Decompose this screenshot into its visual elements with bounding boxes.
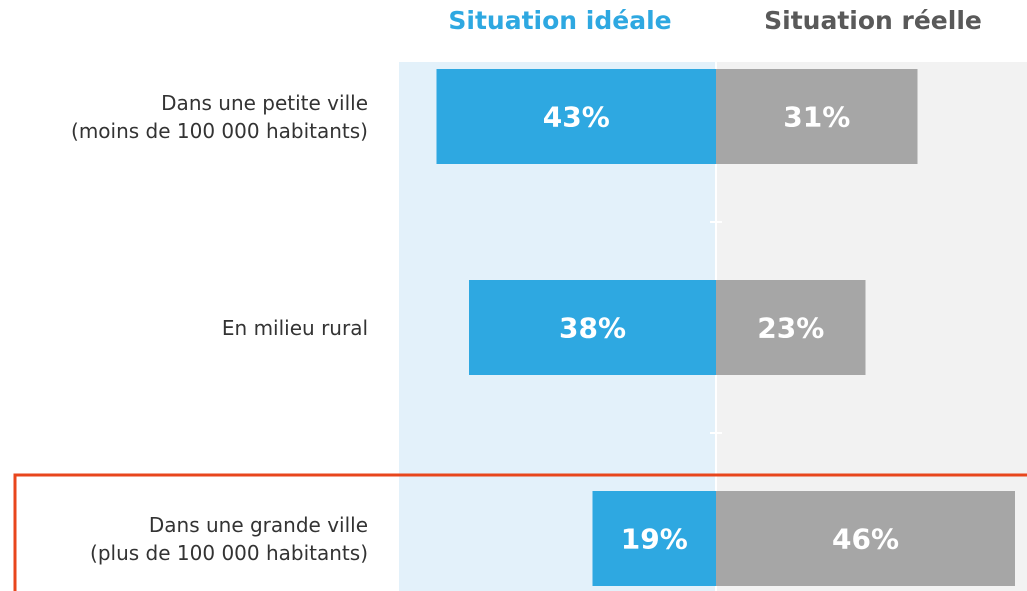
category-label: Dans une petite ville (moins de 100 000 … <box>71 90 368 143</box>
value-label: 46% <box>832 523 899 556</box>
value-label: 38% <box>559 312 626 345</box>
bar <box>716 491 1015 586</box>
bar <box>469 280 716 375</box>
series-header: Situation idéale <box>448 6 672 35</box>
category-label: Dans une grande ville (plus de 100 000 h… <box>90 512 368 565</box>
bar <box>592 491 716 586</box>
value-label: 43% <box>543 101 610 134</box>
series-header: Situation réelle <box>764 6 982 35</box>
value-label: 19% <box>621 523 688 556</box>
category-label: En milieu rural <box>221 315 368 340</box>
value-label: 31% <box>783 101 850 134</box>
highlight-box <box>13 473 1027 591</box>
bar <box>436 69 716 164</box>
bar <box>716 280 866 375</box>
value-label: 23% <box>757 312 824 345</box>
bar <box>716 69 918 164</box>
